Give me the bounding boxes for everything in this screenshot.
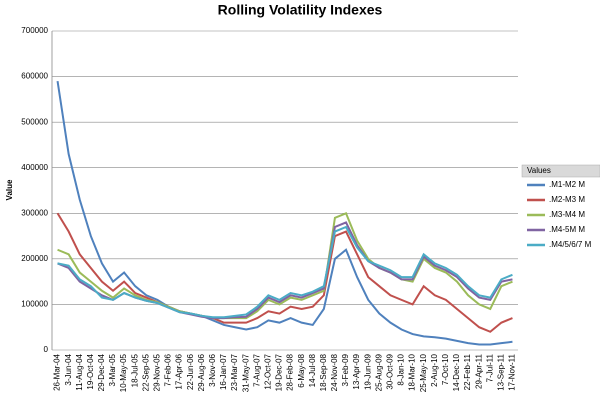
x-tick-label: 3-Jun-04 [64,353,73,385]
x-tick-label: 18-Sep-08 [319,353,328,391]
x-tick-label: 26-Mar-04 [53,353,62,390]
x-tick-label: 24-Nov-08 [330,353,339,391]
series-line [57,211,513,320]
x-tick-label: 14-Jul-08 [308,353,317,387]
y-axis-label: Value [5,179,14,200]
x-tick-label: 14-Dec-10 [452,353,461,391]
chart-title: Rolling Volatility Indexes [218,2,383,18]
x-tick-label: 19-Oct-04 [86,353,95,389]
x-tick-label: 7-Aug-07 [252,353,261,386]
x-tick-label: 13-Apr-09 [352,353,361,389]
series-line [56,212,513,333]
legend-label: .M4-5M M [549,225,585,234]
x-tick-label: 18-Jul-05 [130,353,139,387]
x-tick-label: 7-Feb-06 [164,353,173,386]
y-tick-label: 100000 [21,300,48,309]
x-tick-label: 29-Apr-11 [474,353,483,389]
x-tick-label: 29-Nov-05 [153,353,162,391]
x-tick-label: 7-Jul-11 [485,353,494,382]
x-tick-label: 11-Aug-04 [75,353,84,390]
x-tick-label: 16-Jan-07 [219,353,228,390]
legend-label: .M3-M4 M [549,210,585,219]
x-tick-label: 3-Feb-09 [341,353,350,386]
legend-label: .M2-M3 M [549,195,585,204]
series-line [57,225,513,319]
x-tick-label: 8-Jan-10 [397,353,406,385]
x-tick-label: 7-Oct-10 [441,353,450,385]
legend-header [521,164,600,178]
x-tick-label: 3-Mar-05 [108,353,117,386]
x-tick-label: 13-Sep-11 [496,353,505,390]
series-line [56,80,513,346]
x-tick-label: 17-Nov-11 [508,353,517,390]
x-tick-label: 22-Jun-06 [186,353,195,390]
y-tick-label: 600000 [21,72,48,81]
x-tick-label: 25-May-10 [419,353,428,392]
legend-label: .M1-M2 M [549,180,585,189]
x-tick-label: 28-Feb-08 [286,353,295,390]
x-tick-label: 17-Apr-06 [175,353,184,389]
x-tick-label: 19-Dec-07 [275,353,284,391]
x-tick-label: 29-Dec-04 [97,353,106,391]
x-tick-label: 30-Oct-09 [386,353,395,389]
x-tick-label: 23-Mar-07 [230,353,239,390]
series-line [57,221,513,320]
x-tick-label: 22-Sep-05 [141,353,150,391]
y-tick-label: 0 [44,345,49,354]
x-tick-label: 2-Aug-10 [430,353,439,386]
y-tick-label: 200000 [21,254,48,263]
y-tick-label: 500000 [21,117,48,126]
y-tick-label: 300000 [21,208,48,217]
x-tick-label: 19-Jun-09 [363,353,372,390]
x-tick-label: 25-Aug-09 [374,353,383,391]
x-tick-label: 12-Oct-07 [263,353,272,389]
x-tick-label: 31-May-07 [241,353,250,392]
x-tick-label: 18-Mar-10 [408,353,417,390]
x-tick-label: 10-May-05 [119,353,128,392]
x-tick-label: 22-Feb-11 [463,353,472,390]
y-tick-label: 700000 [21,26,48,35]
y-tick-label: 400000 [21,163,48,172]
x-tick-label: 29-Aug-06 [197,353,206,391]
legend-title: Values [527,166,551,175]
x-tick-label: 6-May-08 [297,353,306,387]
legend-label: .M4/5/6/7 M [549,240,592,249]
x-tick-label: 3-Nov-06 [208,353,217,386]
